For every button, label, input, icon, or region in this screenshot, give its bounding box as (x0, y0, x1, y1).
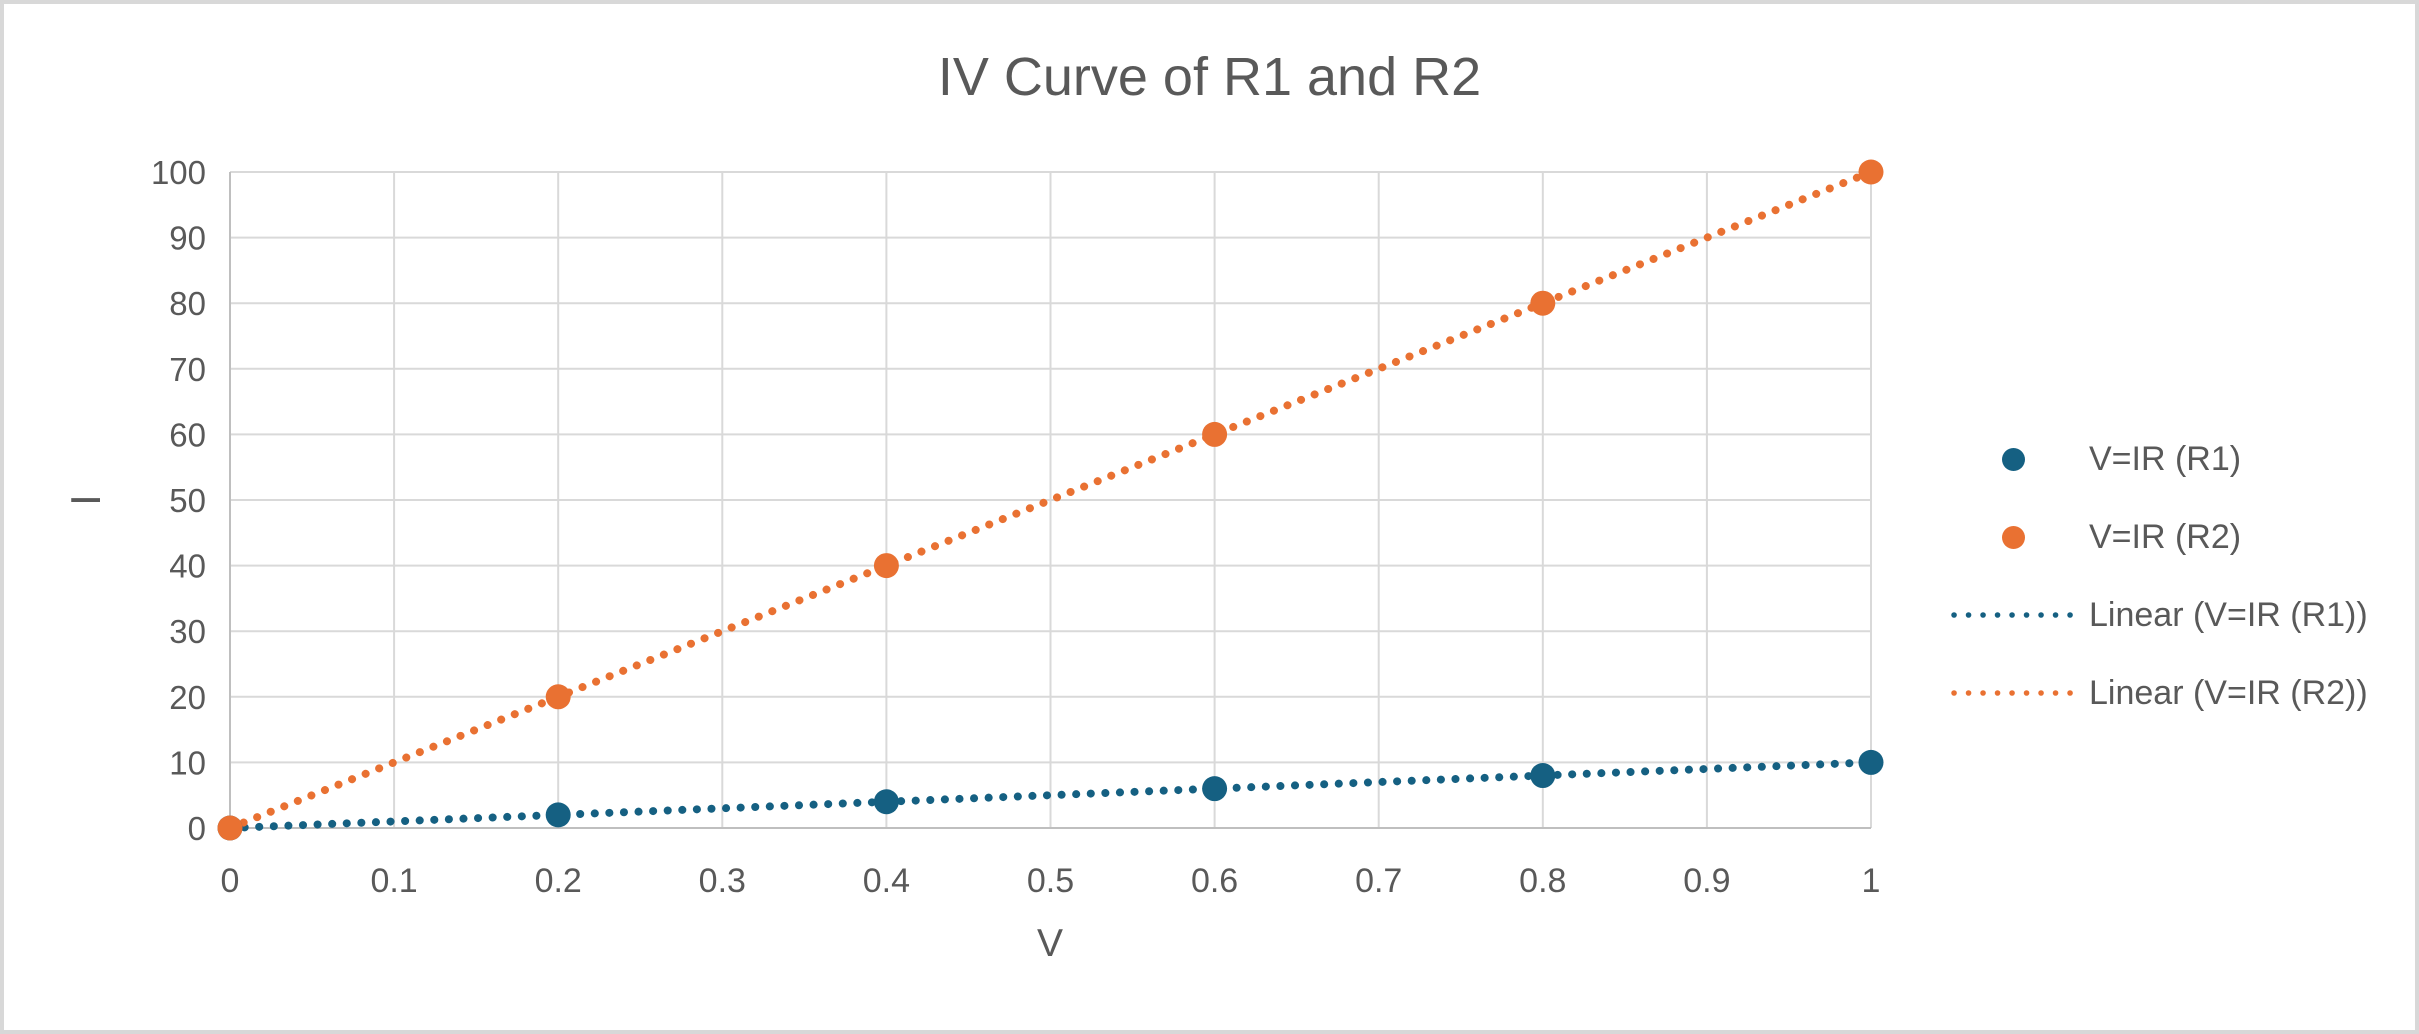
trendline (226, 758, 1875, 832)
trendline (226, 168, 1875, 832)
legend-label: V=IR (R2) (2089, 517, 2242, 556)
x-tick-label: 0.6 (1191, 862, 1238, 900)
data-point-marker (217, 815, 243, 841)
dotted-line-icon (1951, 612, 2075, 618)
data-point-marker (1202, 421, 1228, 447)
legend-item: Linear (V=IR (R1)) (1950, 576, 2368, 654)
series-marker-icon (2001, 525, 2025, 549)
x-tick-label: 0.3 (699, 862, 746, 900)
series-marker-icon (2001, 447, 2025, 471)
x-tick-label: 0.9 (1683, 862, 1730, 900)
x-tick-label: 0.8 (1519, 862, 1566, 900)
dotted-line-icon (1951, 690, 2075, 696)
legend-item: V=IR (R2) (1950, 498, 2368, 576)
data-point-marker (1858, 159, 1884, 185)
y-tick-label: 100 (151, 154, 206, 191)
y-tick-label: 70 (169, 351, 206, 388)
legend: V=IR (R1) V=IR (R2) Linear (V=IR (R1)) Line… (1950, 420, 2368, 732)
legend-label: V=IR (R1) (2089, 439, 2242, 478)
x-tick-label: 0.2 (535, 862, 582, 900)
y-tick-label: 0 (188, 810, 206, 847)
x-tick-label: 0.4 (863, 862, 910, 900)
y-axis-title: I (62, 494, 109, 506)
legend-marker-dot (1950, 447, 2076, 471)
data-point-marker (873, 789, 899, 815)
legend-label: Linear (V=IR (R1)) (2089, 595, 2368, 634)
chart-title: IV Curve of R1 and R2 (937, 47, 1482, 107)
data-point-marker (1530, 763, 1556, 789)
legend-item: V=IR (R1) (1950, 420, 2368, 498)
data-point-marker (873, 553, 899, 579)
x-tick-label: 0 (221, 862, 240, 900)
legend-item: Linear (V=IR (R2)) (1950, 654, 2368, 732)
data-point-marker (1858, 749, 1884, 775)
legend-trendline-swatch (1950, 687, 2076, 699)
legend-marker-dot (1950, 525, 2076, 549)
y-tick-label: 20 (169, 679, 206, 716)
y-tick-label: 90 (169, 220, 206, 257)
y-tick-label: 80 (169, 285, 206, 322)
y-tick-label: 50 (169, 482, 206, 519)
x-tick-label: 0.7 (1355, 862, 1402, 900)
y-tick-label: 10 (169, 744, 206, 781)
plot-area: 0 10 20 30 40 50 60 70 80 90 100 0 0.1 0.2 0.3 0.4 0.5 0.… (151, 154, 1884, 900)
legend-label: Linear (V=IR (R2)) (2089, 673, 2368, 712)
x-tick-label: 0.5 (1027, 862, 1074, 900)
y-tick-label: 40 (169, 548, 206, 585)
x-axis-title: V (1036, 922, 1064, 965)
legend-trendline-swatch (1950, 609, 2076, 621)
y-tick-label: 30 (169, 613, 206, 650)
data-point-marker (545, 684, 571, 710)
x-tick-label: 1 (1862, 862, 1881, 900)
x-tick-label: 0.1 (370, 862, 417, 900)
data-point-marker (1530, 290, 1556, 316)
y-tick-label: 60 (169, 416, 206, 453)
data-point-marker (1202, 776, 1228, 802)
data-point-marker (545, 802, 571, 828)
